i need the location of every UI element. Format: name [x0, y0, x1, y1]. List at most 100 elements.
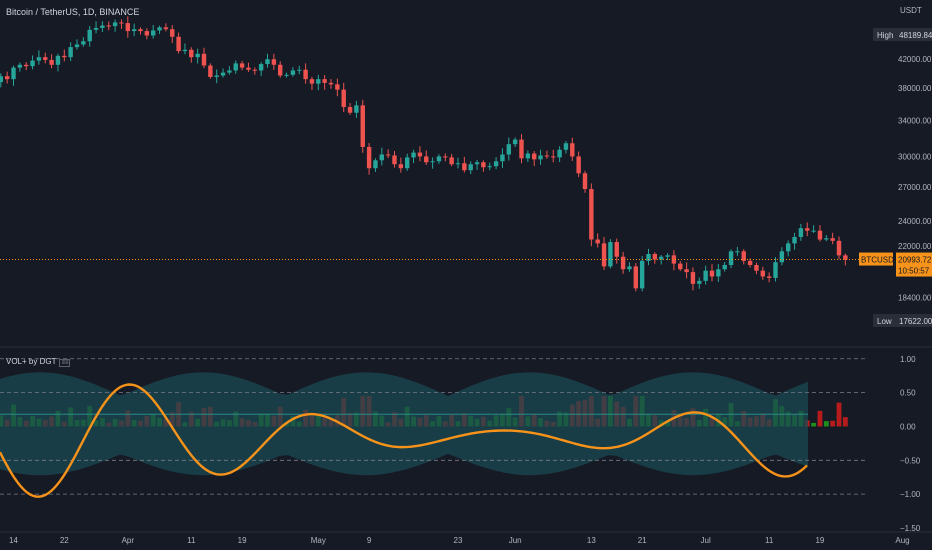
- candle-body: [493, 161, 499, 167]
- price-tick-label: 34000.00: [898, 116, 932, 125]
- candle-body: [468, 164, 473, 171]
- candle-body: [830, 238, 835, 241]
- candle: [284, 72, 289, 427]
- candle: [55, 53, 61, 427]
- candle-body: [392, 155, 397, 165]
- candle-body: [100, 25, 105, 28]
- candle: [49, 54, 54, 427]
- candle-body: [741, 251, 746, 261]
- candle: [461, 156, 467, 427]
- indicator-tick-label: 1.00: [900, 355, 916, 364]
- indicator-settings-icon[interactable]: ≡≡: [59, 359, 71, 367]
- candle-body: [570, 143, 575, 157]
- candle-body: [55, 55, 61, 65]
- candle-body: [385, 154, 391, 156]
- candle-body: [735, 251, 740, 253]
- candle: [836, 236, 842, 427]
- candle-body: [671, 255, 677, 264]
- candle: [68, 42, 74, 427]
- candle-body: [112, 22, 118, 27]
- candle: [830, 232, 836, 427]
- countdown: 10:50:57: [898, 267, 930, 276]
- candle-body: [322, 79, 327, 83]
- price-tick-label: 22000.00: [898, 242, 932, 251]
- candle-body: [538, 155, 543, 160]
- candle-body: [43, 57, 48, 60]
- indicator-tick-label: 0.50: [900, 389, 916, 398]
- oscillator-line: [0, 383, 808, 498]
- candle: [17, 62, 23, 427]
- candle-body: [258, 64, 264, 71]
- candle-body: [563, 143, 569, 150]
- candle-body: [201, 53, 207, 66]
- x-tick-label: 19: [238, 536, 247, 545]
- candle: [30, 55, 35, 427]
- price-tick-label: 27000.00: [898, 183, 932, 192]
- candle-body: [678, 263, 683, 270]
- price-y-axis: 16800.0018400.0020000.0022000.0024000.00…: [898, 55, 932, 329]
- candle: [214, 69, 220, 427]
- indicator-title[interactable]: VOL+ by DGT ≡≡: [6, 357, 71, 367]
- candle-body: [163, 27, 169, 30]
- candle: [296, 65, 302, 427]
- candle-body: [728, 251, 734, 266]
- candle: [449, 153, 455, 427]
- candle-body: [576, 156, 581, 174]
- candle-body: [30, 60, 35, 67]
- indicator-tick-label: 0.00: [900, 422, 916, 431]
- x-tick-label: 13: [587, 536, 596, 545]
- candle-body: [81, 41, 86, 45]
- candle-body: [811, 230, 816, 232]
- candle-body: [525, 153, 531, 159]
- candle-body: [68, 47, 73, 58]
- candle-body: [182, 49, 188, 52]
- candle-body: [766, 276, 772, 278]
- price-tick-label: 18400.00: [898, 294, 932, 303]
- volume-bar: [842, 417, 848, 427]
- candle-body: [220, 72, 226, 76]
- candle-body: [557, 149, 562, 158]
- indicator-title-text: VOL+ by DGT: [6, 357, 57, 366]
- candle-body: [506, 144, 511, 155]
- x-tick-label: 11: [765, 536, 774, 545]
- candle: [93, 21, 99, 427]
- candle-body: [544, 155, 550, 157]
- candle-body: [824, 238, 829, 240]
- candle: [303, 63, 308, 427]
- candle-body: [233, 63, 238, 71]
- candle: [169, 25, 175, 427]
- high-badge-label-bg: [873, 28, 898, 41]
- candle: [138, 27, 143, 427]
- candle: [106, 21, 112, 427]
- candle-body: [709, 270, 715, 277]
- candle-body: [836, 240, 842, 256]
- candle-body: [614, 242, 619, 257]
- indicator-y-axis: 1.00 0.50 0.00 −0.50 −1.00 −1.50: [900, 355, 921, 533]
- last-value-bg: [896, 252, 932, 277]
- candle-body: [792, 236, 797, 244]
- candle-body: [297, 69, 302, 71]
- x-tick-label: 19: [815, 536, 824, 545]
- x-tick-label: Jul: [701, 536, 711, 545]
- candle: [436, 154, 442, 427]
- candle-body: [24, 64, 29, 67]
- x-tick-label: May: [311, 536, 326, 545]
- candle: [42, 52, 48, 427]
- candle: [811, 225, 816, 427]
- candle: [100, 21, 105, 427]
- x-tick-label: 9: [367, 536, 372, 545]
- candle: [207, 63, 213, 427]
- candle-body: [11, 67, 16, 80]
- x-axis: 14 22 Apr 11 19 May 9 23 Jun 13 21 Jul 11 19 Aug: [9, 536, 910, 545]
- candle-body: [703, 270, 708, 281]
- volume-bar: [830, 420, 836, 427]
- candle: [131, 23, 137, 427]
- candle-body: [773, 262, 778, 278]
- candle-body: [500, 154, 505, 162]
- candle: [271, 53, 277, 427]
- candle: [334, 78, 340, 427]
- high-badge: High 48189.84: [873, 28, 932, 41]
- candle: [239, 60, 245, 427]
- candle-body: [284, 74, 289, 76]
